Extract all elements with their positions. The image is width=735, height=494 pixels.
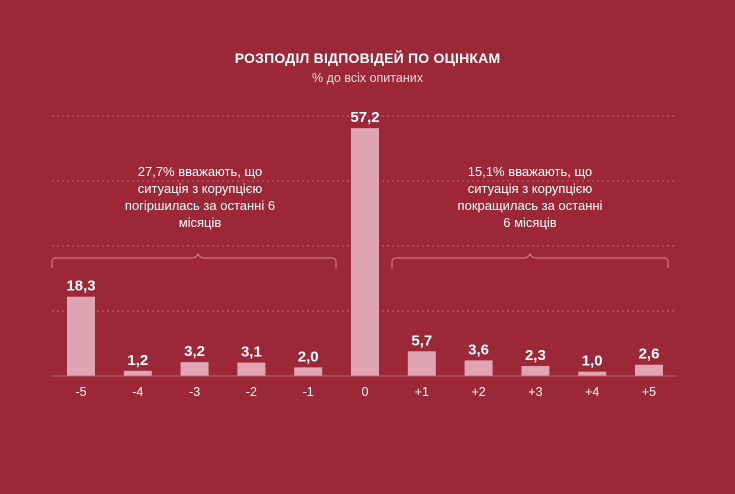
value-label: 1,2 <box>127 352 148 369</box>
bar <box>123 370 152 376</box>
annotation-line: 15,1% вважають, що <box>467 164 593 179</box>
x-tick-label: +4 <box>585 385 599 399</box>
brace-improved <box>391 252 669 268</box>
bar <box>180 362 209 376</box>
x-tick-label: -3 <box>189 385 200 399</box>
annotation-improved: 15,1% вважають, що ситуація з корупцією … <box>430 163 630 231</box>
value-label: 57,2 <box>350 109 379 126</box>
x-tick-label: -2 <box>246 385 257 399</box>
value-label: 5,7 <box>411 332 432 349</box>
annotation-line: 6 місяців <box>503 215 557 230</box>
value-label: 2,0 <box>298 348 319 365</box>
x-axis-labels: -5 -4 -3 -2 -1 0 +1 +2 +3 +4 +5 <box>75 385 656 399</box>
annotation-line: ситуація з корупцією <box>467 181 593 196</box>
annotation-line: 27,7% вважають, що <box>137 164 263 179</box>
bar <box>351 128 379 376</box>
value-label: 3,2 <box>184 343 205 360</box>
value-label: 3,1 <box>241 344 262 361</box>
value-label: 2,6 <box>639 346 660 363</box>
value-label: 2,3 <box>525 347 546 364</box>
bar <box>407 351 436 376</box>
bar <box>521 366 550 376</box>
bar <box>237 362 266 376</box>
value-labels: 18,3 1,2 3,2 3,1 2,0 57,2 5,7 3,6 2,3 1,0 2,6 <box>66 109 659 370</box>
value-label: 1,0 <box>582 353 603 370</box>
bar <box>464 360 493 376</box>
bar <box>578 371 607 376</box>
bars <box>67 128 663 376</box>
bar <box>635 364 663 376</box>
value-label: 3,6 <box>468 341 489 358</box>
annotation-line: місяців <box>178 215 222 230</box>
brace-worsened <box>51 252 337 268</box>
x-tick-label: +1 <box>415 385 429 399</box>
x-tick-label: 0 <box>362 385 369 399</box>
annotation-worsened: 27,7% вважають, що ситуація з корупцією … <box>100 163 300 231</box>
annotation-line: погіршилась за останні 6 <box>124 198 276 213</box>
group-braces <box>51 252 669 268</box>
x-tick-label: -5 <box>75 385 86 399</box>
value-label: 18,3 <box>66 278 95 295</box>
x-tick-label: +3 <box>528 385 542 399</box>
x-tick-label: -1 <box>303 385 314 399</box>
x-tick-label: +5 <box>642 385 656 399</box>
annotation-line: ситуація з корупцією <box>137 181 263 196</box>
x-tick-label: -4 <box>132 385 143 399</box>
x-tick-label: +2 <box>471 385 485 399</box>
bar <box>67 296 95 376</box>
annotation-line: покращилась за останні <box>457 198 603 213</box>
bar <box>294 367 323 376</box>
chart-title: РОЗПОДІЛ ВІДПОВІДЕЙ ПО ОЦІНКАМ <box>234 50 501 66</box>
chart-subtitle: % до всіх опитаних <box>312 71 423 85</box>
